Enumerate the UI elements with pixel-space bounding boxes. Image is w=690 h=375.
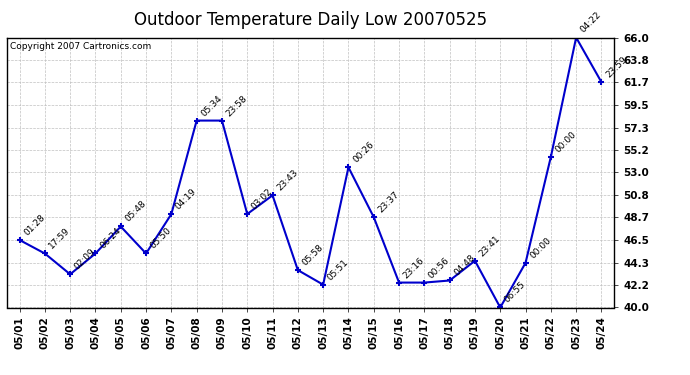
- Text: 00:26: 00:26: [351, 140, 375, 165]
- Text: 02:09: 02:09: [72, 247, 97, 272]
- Text: Copyright 2007 Cartronics.com: Copyright 2007 Cartronics.com: [10, 42, 151, 51]
- Text: 00:00: 00:00: [553, 130, 578, 154]
- Text: 17:59: 17:59: [48, 226, 72, 251]
- Text: 05:48: 05:48: [124, 200, 148, 224]
- Text: 05:34: 05:34: [199, 93, 224, 118]
- Text: 04:48: 04:48: [452, 254, 477, 278]
- Text: 23:59: 23:59: [604, 55, 629, 80]
- Text: 05:50: 05:50: [148, 226, 173, 251]
- Text: 03:02: 03:02: [250, 187, 275, 211]
- Text: 00:56: 00:56: [427, 255, 451, 280]
- Text: 04:19: 04:19: [174, 187, 199, 211]
- Text: Outdoor Temperature Daily Low 20070525: Outdoor Temperature Daily Low 20070525: [134, 11, 487, 29]
- Text: 00:00: 00:00: [528, 236, 553, 260]
- Text: 23:43: 23:43: [275, 168, 299, 193]
- Text: 23:37: 23:37: [376, 190, 401, 214]
- Text: 23:41: 23:41: [477, 234, 502, 258]
- Text: 01:28: 01:28: [22, 213, 47, 237]
- Text: 05:58: 05:58: [300, 243, 325, 267]
- Text: 06:55: 06:55: [503, 280, 527, 305]
- Text: 04:22: 04:22: [579, 10, 603, 35]
- Text: 23:16: 23:16: [402, 255, 426, 280]
- Text: 23:58: 23:58: [224, 93, 249, 118]
- Text: 06:24: 06:24: [98, 226, 122, 251]
- Text: 05:51: 05:51: [326, 257, 351, 282]
